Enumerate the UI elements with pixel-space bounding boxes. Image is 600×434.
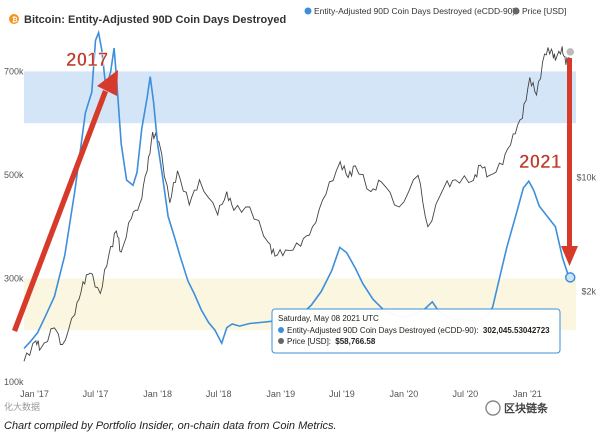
y-right-tick-label: $10k (576, 173, 596, 183)
legend-label-price[interactable]: Price [USD] (522, 6, 566, 16)
tooltip-row-price: Price [USD]: $58,766.58 (287, 337, 376, 346)
y-axis-right: $2k $10k (576, 173, 596, 297)
y-right-tick-label: $2k (581, 287, 596, 297)
annotation-label-2021: 2021 (519, 152, 562, 173)
tooltip-value-price: $58,766.58 (335, 337, 376, 346)
x-tick-label: Jan '20 (390, 389, 419, 399)
tooltip-date: Saturday, May 08 2021 UTC (278, 314, 379, 323)
x-tick-label: Jul '17 (83, 389, 109, 399)
y-axis-left: 100k 300k 500k 700k (4, 66, 24, 387)
x-tick-label: Jul '18 (206, 389, 232, 399)
chart-caption: Chart compiled by Portfolio Insider, on-… (4, 420, 337, 432)
x-tick-label: Jan '19 (266, 389, 295, 399)
x-tick-label: Jan '18 (143, 389, 172, 399)
x-axis: Jan '17 Jul '17 Jan '18 Jul '18 Jan '19 Jul '… (20, 389, 542, 399)
x-tick-label: Jul '19 (329, 389, 355, 399)
legend-marker-price (512, 7, 520, 15)
tooltip-label-price: Price [USD]: (287, 337, 331, 346)
annotation-arrow-2021 (561, 58, 578, 266)
y-left-tick-label: 300k (4, 273, 24, 283)
legend-marker-ecdd (304, 7, 312, 15)
x-tick-label: Jan '17 (20, 389, 49, 399)
chart-title: Bitcoin: Entity-Adjusted 90D Coin Days D… (24, 14, 286, 26)
y-left-tick-label: 500k (4, 170, 24, 180)
hover-point-price (565, 46, 576, 58)
tooltip: Saturday, May 08 2021 UTC Entity-Adjuste… (271, 308, 561, 354)
tooltip-value-ecdd: 302,045.53042723 (483, 326, 550, 335)
watermark-logo-icon (485, 400, 501, 416)
annotation-arrow-2017 (12, 70, 118, 332)
y-left-tick-label: 100k (4, 377, 24, 387)
tooltip-label-ecdd: Entity-Adjusted 90D Coin Days Destroyed … (287, 326, 479, 335)
tooltip-row-ecdd: Entity-Adjusted 90D Coin Days Destroyed … (287, 326, 550, 335)
bitcoin-logo-icon (9, 14, 19, 24)
x-tick-label: Jan '21 (513, 389, 542, 399)
tooltip-marker-ecdd (278, 327, 284, 333)
legend: Entity-Adjusted 90D Coin Days Destroyed … (304, 6, 566, 16)
bitcoin-symbol: ₿ (12, 16, 18, 24)
highlight-bands (24, 71, 576, 331)
watermark-right-text: 区块链条 (504, 401, 549, 415)
annotation-label-2017: 2017 (66, 50, 108, 71)
x-tick-label: Jul '20 (452, 389, 478, 399)
watermark-right: 区块链条 (485, 400, 549, 416)
series-line-price (23, 46, 571, 362)
tooltip-marker-price (278, 338, 284, 344)
y-left-tick-label: 700k (4, 66, 24, 76)
hover-point-ecdd (565, 272, 576, 283)
legend-label-ecdd[interactable]: Entity-Adjusted 90D Coin Days Destroyed … (314, 6, 515, 16)
watermark-left-text: 化大数据 (4, 401, 40, 412)
